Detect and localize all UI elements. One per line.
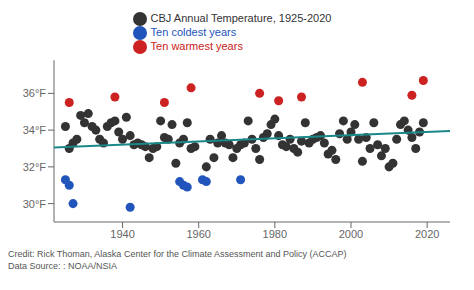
svg-text:1980: 1980 (263, 228, 287, 240)
svg-text:2000: 2000 (339, 228, 363, 240)
svg-text:32°F: 32°F (23, 161, 47, 173)
svg-text:34°F: 34°F (23, 124, 47, 136)
html-text:Ten coldest years: Ten coldest years (150, 26, 237, 39)
html-text:Credit: Rick Thoman, Alaska Ce: Credit: Rick Thoman, Alaska Center for t… (8, 249, 347, 259)
html-text:Data Source: : NOAA/NSIA: Data Source: : NOAA/NSIA (8, 261, 117, 271)
svg-text:36°F: 36°F (23, 87, 47, 99)
svg-text:1960: 1960 (186, 228, 210, 240)
html-text:CBJ Annual Temperature, 1925-2: CBJ Annual Temperature, 1925-2020 (150, 12, 332, 24)
svg-text:2020: 2020 (415, 228, 439, 240)
html-text:Ten warmest years: Ten warmest years (150, 40, 243, 53)
svg-text:30°F: 30°F (23, 198, 47, 210)
svg-text:1940: 1940 (110, 228, 134, 240)
